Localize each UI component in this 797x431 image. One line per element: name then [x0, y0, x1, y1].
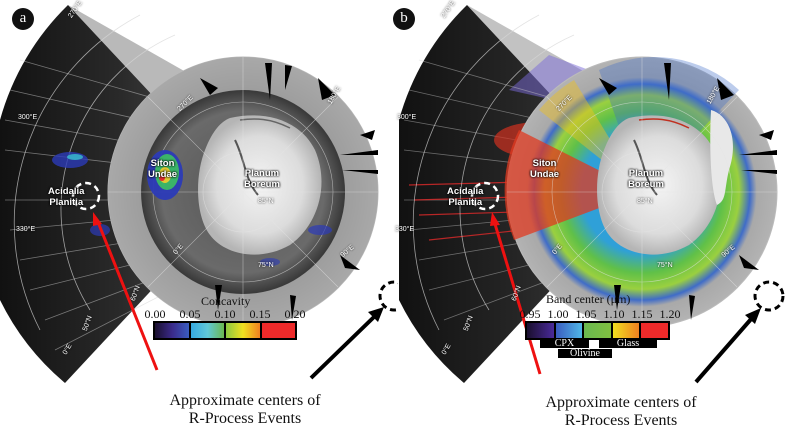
tick: 0.95 [519, 307, 541, 321]
tick: 0.15 [249, 307, 271, 321]
polar-map-a [0, 5, 398, 383]
colorbar-segment [261, 323, 295, 338]
lat-85-label: 85°N [258, 198, 274, 205]
acidalia-planitia-label: Acidalia Planitia [447, 186, 483, 208]
panel-b: b Acidalia Planitia Siton Undae Planum B… [393, 0, 797, 431]
planum-line1: Planum [244, 168, 280, 179]
mineral-range-olivine: Olivine [558, 349, 612, 359]
acidalia-event-circle [71, 181, 101, 211]
colorbar-segment [226, 323, 262, 338]
lat-75-label: 75°N [258, 262, 274, 269]
planum-boreum-label: Planum Boreum [628, 168, 664, 190]
siton-line1: Siton [532, 158, 557, 169]
caption-a: Approximate centers of R-Process Events [155, 392, 335, 428]
panel-label-a: a [12, 8, 34, 30]
colorbar-a [153, 321, 297, 340]
mineral-range-cpx: CPX [540, 339, 589, 349]
colorbar-segment [641, 323, 668, 338]
tick: 0.10 [214, 307, 236, 321]
tick: 1.05 [575, 307, 597, 321]
polar-map-b [399, 5, 785, 384]
siton-undae-label: Siton Undae [148, 158, 177, 180]
mineral-range-glass: Glass [599, 339, 657, 349]
tick: 0.05 [179, 307, 201, 321]
planum-line2: Boreum [628, 179, 664, 190]
caption-line1: Approximate centers of [169, 392, 321, 409]
siton-undae-label: Siton Undae [530, 158, 559, 180]
colorbar-segment [612, 323, 642, 338]
siton-line2: Undae [530, 169, 560, 180]
panel-label-b: b [393, 8, 415, 30]
lat-75-label: 75°N [657, 262, 673, 269]
colorbar-title-a: Concavity [201, 294, 251, 308]
siton-line1: Siton [150, 158, 175, 169]
planum-boreum-label: Planum Boreum [244, 168, 280, 190]
lon-330-label: 330°E [395, 226, 415, 233]
colorbar-ticks-a: 0.00 0.05 0.10 0.15 0.20 [145, 307, 306, 321]
colorbar-ticks-b: 0.95 1.00 1.05 1.10 1.15 1.20 [520, 307, 681, 321]
lat-85-label: 85°N [637, 198, 653, 205]
siton-line2: Undae [148, 169, 178, 180]
colorbar-segment [584, 323, 613, 338]
acidalia-line1: Acidalia [447, 186, 484, 197]
colorbar-title-b: Band center (μm) [546, 292, 631, 306]
colorbar-segment [527, 323, 556, 338]
lon-300-label: 300°E [397, 114, 417, 121]
acidalia-line1: Acidalia [48, 186, 85, 197]
caption-line2: R-Process Events [564, 412, 678, 429]
planum-line2: Boreum [244, 179, 280, 190]
tick: 1.15 [631, 307, 653, 321]
tick: 1.10 [603, 307, 625, 321]
planum-line1: Planum [628, 168, 664, 179]
caption-b: Approximate centers of R-Process Events [531, 394, 711, 430]
tick: 1.00 [547, 307, 569, 321]
colorbar-segment [155, 323, 191, 338]
acidalia-planitia-label: Acidalia Planitia [48, 186, 84, 208]
panel-a: a Acidalia Planitia Siton Undae Planum B… [0, 0, 398, 431]
colorbar-b [525, 321, 670, 340]
acidalia-line2: Planitia [49, 197, 84, 208]
tick: 0.00 [144, 307, 166, 321]
tick: 1.20 [659, 307, 681, 321]
caption-line1: Approximate centers of [545, 394, 697, 411]
caption-line2: R-Process Events [188, 410, 302, 427]
acidalia-line2: Planitia [448, 197, 483, 208]
colorbar-segment [190, 323, 226, 338]
lon-330-label: 330°E [16, 226, 36, 233]
colorbar-segment [555, 323, 585, 338]
tick: 0.20 [284, 307, 306, 321]
lon-300-label: 300°E [18, 114, 38, 121]
